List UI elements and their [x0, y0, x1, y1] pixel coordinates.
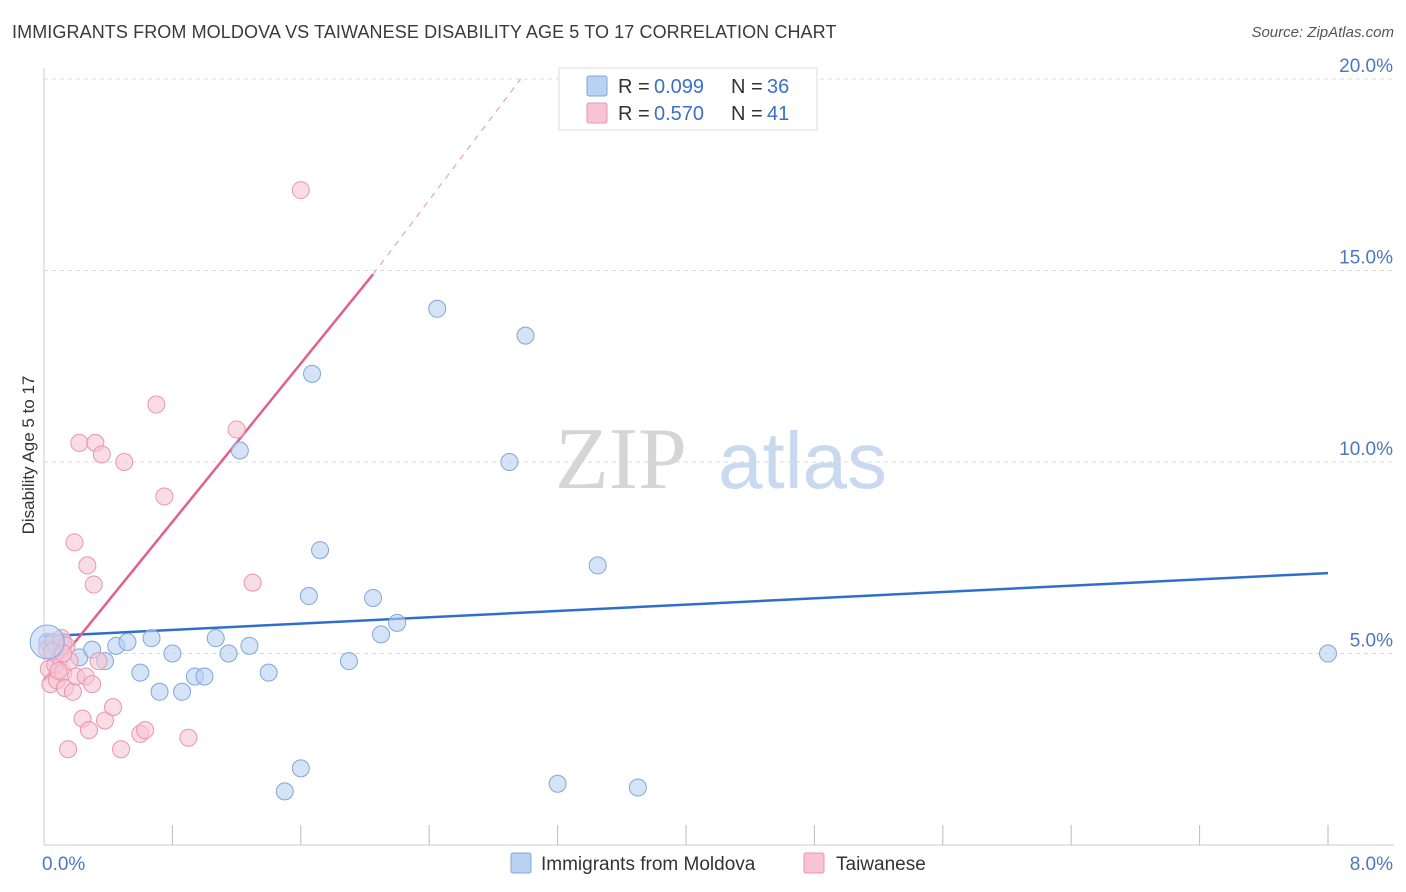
point-moldova: [131, 663, 150, 682]
point-moldova: [163, 644, 182, 663]
correlation-legend: R = 0.099 N = 36 R = 0.570 N = 41: [558, 67, 818, 131]
point-taiwanese: [227, 420, 246, 439]
point-taiwanese: [83, 675, 102, 694]
chart-title: IMMIGRANTS FROM MOLDOVA VS TAIWANESE DIS…: [12, 22, 837, 42]
point-moldova: [588, 556, 607, 575]
point-moldova: [206, 629, 225, 648]
axes: [43, 68, 1394, 846]
series-legend-label-moldova: Immigrants from Moldova: [541, 854, 756, 875]
point-moldova: [240, 636, 259, 655]
point-moldova: [500, 453, 519, 471]
point-taiwanese: [63, 682, 82, 701]
point-taiwanese: [59, 740, 78, 759]
legend-n-label-taiwanese: N =: [731, 103, 763, 125]
legend-n-value-taiwanese: 41: [767, 103, 789, 125]
point-moldova: [311, 541, 330, 560]
legend-r-label-taiwanese: R =: [618, 103, 650, 125]
point-moldova: [428, 299, 447, 318]
point-taiwanese: [115, 453, 134, 471]
legend-n-label-moldova: N =: [731, 76, 763, 98]
point-taiwanese: [243, 573, 262, 592]
point-taiwanese: [89, 652, 108, 671]
y-tick-label: 5.0%: [1350, 631, 1393, 652]
point-moldova: [388, 613, 407, 632]
trend-line-taiwanese: [43, 273, 374, 682]
trend-line-taiwanese-extension: [372, 78, 522, 275]
x-tick-label: 0.0%: [42, 854, 85, 875]
point-moldova: [548, 774, 567, 793]
point-taiwanese: [65, 533, 84, 552]
point-taiwanese: [291, 181, 310, 200]
point-taiwanese: [84, 575, 103, 594]
series-legend-swatch-taiwanese: [803, 852, 825, 874]
point-moldova: [372, 625, 391, 644]
data-points: [29, 181, 1337, 801]
point-moldova: [339, 652, 358, 671]
series-legend-swatch-moldova: [510, 852, 532, 874]
point-taiwanese: [155, 487, 174, 506]
point-moldova: [230, 441, 249, 460]
point-moldova: [364, 588, 383, 607]
source-credit: Source: ZipAtlas.com: [1251, 24, 1394, 41]
point-taiwanese: [79, 721, 98, 740]
legend-swatch-taiwanese: [586, 102, 608, 124]
legend-r-value-taiwanese: 0.570: [654, 103, 704, 125]
point-moldova: [275, 782, 294, 801]
point-moldova-large: [29, 624, 65, 660]
watermark-atlas: atlas: [718, 416, 887, 505]
legend-r-value-moldova: 0.099: [654, 76, 704, 98]
point-taiwanese: [104, 698, 123, 717]
legend-swatch-moldova: [586, 75, 608, 97]
point-moldova: [299, 587, 318, 606]
point-taiwanese: [179, 728, 198, 747]
y-tick-label: 20.0%: [1339, 56, 1393, 77]
series-legend: Immigrants from Moldova Taiwanese: [510, 852, 926, 875]
y-tick-label: 15.0%: [1339, 248, 1393, 269]
trend-lines: [43, 78, 1329, 682]
point-moldova: [516, 326, 535, 345]
point-taiwanese: [112, 740, 131, 759]
legend-n-value-moldova: 36: [767, 76, 789, 98]
point-taiwanese: [147, 395, 166, 414]
point-taiwanese: [92, 445, 111, 464]
trend-line-moldova: [43, 571, 1329, 638]
point-moldova: [1319, 644, 1337, 663]
point-moldova: [118, 633, 137, 652]
x-tick-label: 8.0%: [1350, 854, 1393, 875]
tick-labels: 5.0% 10.0% 15.0% 20.0% 0.0% 8.0%: [42, 56, 1393, 875]
point-taiwanese: [49, 661, 68, 680]
point-moldova: [150, 682, 169, 701]
point-moldova: [173, 682, 192, 701]
point-moldova: [219, 644, 238, 663]
point-taiwanese: [136, 721, 155, 740]
legend-r-label-moldova: R =: [618, 76, 650, 98]
point-taiwanese: [95, 711, 114, 730]
point-moldova: [259, 663, 278, 682]
watermark-zip: ZIP: [555, 411, 687, 508]
point-moldova: [303, 364, 322, 383]
y-axis-title: Disability Age 5 to 17: [19, 376, 38, 535]
point-moldova: [291, 759, 310, 778]
point-moldova: [195, 667, 214, 686]
y-tick-label: 10.0%: [1339, 439, 1393, 460]
point-moldova: [142, 629, 161, 648]
point-taiwanese: [70, 433, 89, 452]
gridlines: [44, 78, 1394, 654]
point-moldova: [628, 778, 647, 797]
point-taiwanese: [78, 556, 97, 575]
series-legend-label-taiwanese: Taiwanese: [836, 854, 926, 875]
